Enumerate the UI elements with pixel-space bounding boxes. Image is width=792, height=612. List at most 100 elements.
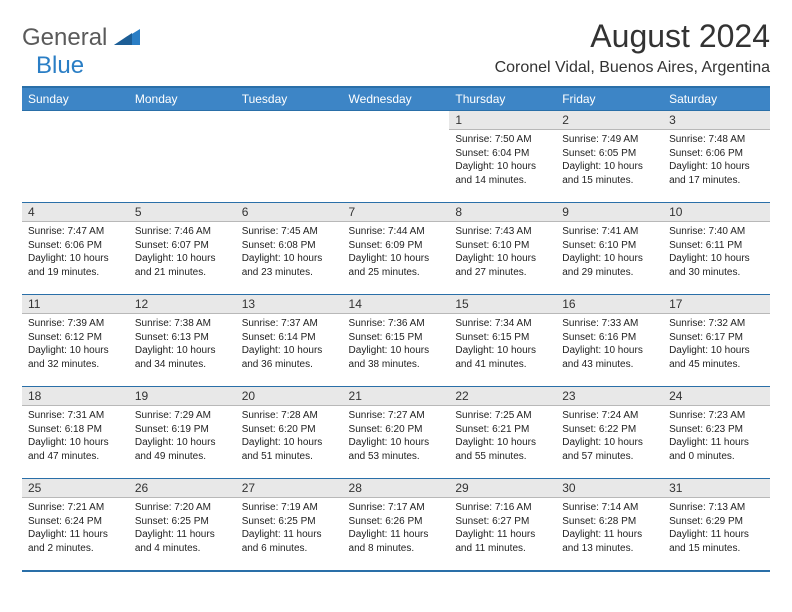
day-number: 28 <box>343 479 450 498</box>
calendar-day-cell: 19Sunrise: 7:29 AMSunset: 6:19 PMDayligh… <box>129 387 236 479</box>
calendar-day-cell: 11Sunrise: 7:39 AMSunset: 6:12 PMDayligh… <box>22 295 129 387</box>
day-details: Sunrise: 7:38 AMSunset: 6:13 PMDaylight:… <box>129 314 236 374</box>
day-details: Sunrise: 7:50 AMSunset: 6:04 PMDaylight:… <box>449 130 556 190</box>
day-details: Sunrise: 7:29 AMSunset: 6:19 PMDaylight:… <box>129 406 236 466</box>
logo-triangle-icon <box>114 27 140 50</box>
day-details: Sunrise: 7:25 AMSunset: 6:21 PMDaylight:… <box>449 406 556 466</box>
calendar-day-cell: 3Sunrise: 7:48 AMSunset: 6:06 PMDaylight… <box>663 111 770 203</box>
day-details: Sunrise: 7:34 AMSunset: 6:15 PMDaylight:… <box>449 314 556 374</box>
calendar-day-cell: 18Sunrise: 7:31 AMSunset: 6:18 PMDayligh… <box>22 387 129 479</box>
day-details: Sunrise: 7:43 AMSunset: 6:10 PMDaylight:… <box>449 222 556 282</box>
day-details: Sunrise: 7:13 AMSunset: 6:29 PMDaylight:… <box>663 498 770 558</box>
day-number: 19 <box>129 387 236 406</box>
calendar-day-cell: 25Sunrise: 7:21 AMSunset: 6:24 PMDayligh… <box>22 479 129 571</box>
day-details: Sunrise: 7:14 AMSunset: 6:28 PMDaylight:… <box>556 498 663 558</box>
day-details: Sunrise: 7:27 AMSunset: 6:20 PMDaylight:… <box>343 406 450 466</box>
day-number: 8 <box>449 203 556 222</box>
calendar-day-cell: 10Sunrise: 7:40 AMSunset: 6:11 PMDayligh… <box>663 203 770 295</box>
title-month: August 2024 <box>495 18 770 55</box>
calendar-day-cell: .. <box>22 111 129 203</box>
calendar-day-cell: 24Sunrise: 7:23 AMSunset: 6:23 PMDayligh… <box>663 387 770 479</box>
day-number: 24 <box>663 387 770 406</box>
day-details: Sunrise: 7:24 AMSunset: 6:22 PMDaylight:… <box>556 406 663 466</box>
day-header: Monday <box>129 87 236 111</box>
calendar-day-cell: 26Sunrise: 7:20 AMSunset: 6:25 PMDayligh… <box>129 479 236 571</box>
day-number: 25 <box>22 479 129 498</box>
calendar-day-cell: .. <box>343 111 450 203</box>
day-number: 23 <box>556 387 663 406</box>
day-number: 29 <box>449 479 556 498</box>
calendar-day-cell: 23Sunrise: 7:24 AMSunset: 6:22 PMDayligh… <box>556 387 663 479</box>
day-details: Sunrise: 7:17 AMSunset: 6:26 PMDaylight:… <box>343 498 450 558</box>
calendar-day-cell: 31Sunrise: 7:13 AMSunset: 6:29 PMDayligh… <box>663 479 770 571</box>
day-details: Sunrise: 7:33 AMSunset: 6:16 PMDaylight:… <box>556 314 663 374</box>
calendar-day-cell: 17Sunrise: 7:32 AMSunset: 6:17 PMDayligh… <box>663 295 770 387</box>
calendar-day-cell: .. <box>236 111 343 203</box>
day-number: 16 <box>556 295 663 314</box>
day-number: 5 <box>129 203 236 222</box>
calendar-day-cell: 20Sunrise: 7:28 AMSunset: 6:20 PMDayligh… <box>236 387 343 479</box>
day-number: 14 <box>343 295 450 314</box>
calendar-day-cell: 21Sunrise: 7:27 AMSunset: 6:20 PMDayligh… <box>343 387 450 479</box>
day-number: 31 <box>663 479 770 498</box>
calendar-day-cell: 13Sunrise: 7:37 AMSunset: 6:14 PMDayligh… <box>236 295 343 387</box>
day-details: Sunrise: 7:40 AMSunset: 6:11 PMDaylight:… <box>663 222 770 282</box>
day-details: Sunrise: 7:41 AMSunset: 6:10 PMDaylight:… <box>556 222 663 282</box>
logo-text-general: General <box>22 24 107 51</box>
calendar-day-cell: 22Sunrise: 7:25 AMSunset: 6:21 PMDayligh… <box>449 387 556 479</box>
calendar-day-cell: 6Sunrise: 7:45 AMSunset: 6:08 PMDaylight… <box>236 203 343 295</box>
day-number: 12 <box>129 295 236 314</box>
day-header: Thursday <box>449 87 556 111</box>
day-number: 9 <box>556 203 663 222</box>
day-number: 7 <box>343 203 450 222</box>
day-number: 1 <box>449 111 556 130</box>
day-details: Sunrise: 7:31 AMSunset: 6:18 PMDaylight:… <box>22 406 129 466</box>
day-details: Sunrise: 7:16 AMSunset: 6:27 PMDaylight:… <box>449 498 556 558</box>
day-number: 13 <box>236 295 343 314</box>
calendar-day-cell: 14Sunrise: 7:36 AMSunset: 6:15 PMDayligh… <box>343 295 450 387</box>
day-number: 10 <box>663 203 770 222</box>
calendar-day-cell: 30Sunrise: 7:14 AMSunset: 6:28 PMDayligh… <box>556 479 663 571</box>
day-number: 6 <box>236 203 343 222</box>
logo: General Blue <box>22 18 140 80</box>
calendar-day-cell: 5Sunrise: 7:46 AMSunset: 6:07 PMDaylight… <box>129 203 236 295</box>
day-details: Sunrise: 7:37 AMSunset: 6:14 PMDaylight:… <box>236 314 343 374</box>
day-number: 15 <box>449 295 556 314</box>
calendar-day-cell: 7Sunrise: 7:44 AMSunset: 6:09 PMDaylight… <box>343 203 450 295</box>
title-location: Coronel Vidal, Buenos Aires, Argentina <box>495 59 770 77</box>
day-header: Saturday <box>663 87 770 111</box>
calendar-day-cell: 16Sunrise: 7:33 AMSunset: 6:16 PMDayligh… <box>556 295 663 387</box>
day-number: 26 <box>129 479 236 498</box>
day-details: Sunrise: 7:23 AMSunset: 6:23 PMDaylight:… <box>663 406 770 466</box>
day-number: 18 <box>22 387 129 406</box>
day-details: Sunrise: 7:46 AMSunset: 6:07 PMDaylight:… <box>129 222 236 282</box>
day-details: Sunrise: 7:20 AMSunset: 6:25 PMDaylight:… <box>129 498 236 558</box>
day-number: 4 <box>22 203 129 222</box>
day-number: 22 <box>449 387 556 406</box>
page-header: General Blue August 2024 Coronel Vidal, … <box>22 18 770 80</box>
calendar-week-row: 4Sunrise: 7:47 AMSunset: 6:06 PMDaylight… <box>22 203 770 295</box>
day-number: 17 <box>663 295 770 314</box>
day-details: Sunrise: 7:44 AMSunset: 6:09 PMDaylight:… <box>343 222 450 282</box>
calendar-day-cell: 8Sunrise: 7:43 AMSunset: 6:10 PMDaylight… <box>449 203 556 295</box>
day-number: 30 <box>556 479 663 498</box>
day-number: 20 <box>236 387 343 406</box>
calendar-body: ........1Sunrise: 7:50 AMSunset: 6:04 PM… <box>22 111 770 571</box>
calendar-week-row: 18Sunrise: 7:31 AMSunset: 6:18 PMDayligh… <box>22 387 770 479</box>
day-details: Sunrise: 7:49 AMSunset: 6:05 PMDaylight:… <box>556 130 663 190</box>
day-header: Friday <box>556 87 663 111</box>
calendar-day-cell: 28Sunrise: 7:17 AMSunset: 6:26 PMDayligh… <box>343 479 450 571</box>
calendar-day-cell: 1Sunrise: 7:50 AMSunset: 6:04 PMDaylight… <box>449 111 556 203</box>
day-details: Sunrise: 7:28 AMSunset: 6:20 PMDaylight:… <box>236 406 343 466</box>
calendar-day-cell: 12Sunrise: 7:38 AMSunset: 6:13 PMDayligh… <box>129 295 236 387</box>
calendar-header-row: SundayMondayTuesdayWednesdayThursdayFrid… <box>22 87 770 111</box>
calendar-day-cell: .. <box>129 111 236 203</box>
day-details: Sunrise: 7:45 AMSunset: 6:08 PMDaylight:… <box>236 222 343 282</box>
day-header: Wednesday <box>343 87 450 111</box>
calendar-week-row: 11Sunrise: 7:39 AMSunset: 6:12 PMDayligh… <box>22 295 770 387</box>
day-details: Sunrise: 7:21 AMSunset: 6:24 PMDaylight:… <box>22 498 129 558</box>
day-details: Sunrise: 7:39 AMSunset: 6:12 PMDaylight:… <box>22 314 129 374</box>
logo-text-blue: Blue <box>36 52 84 79</box>
day-header: Tuesday <box>236 87 343 111</box>
day-number: 3 <box>663 111 770 130</box>
